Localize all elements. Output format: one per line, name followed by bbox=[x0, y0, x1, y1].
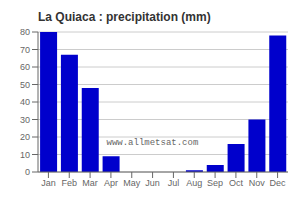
svg-text:20: 20 bbox=[20, 132, 30, 142]
svg-text:Jun: Jun bbox=[145, 178, 160, 188]
svg-text:50: 50 bbox=[20, 80, 30, 90]
svg-text:Feb: Feb bbox=[61, 178, 77, 188]
svg-text:60: 60 bbox=[20, 62, 30, 72]
svg-text:80: 80 bbox=[20, 27, 30, 37]
svg-text:10: 10 bbox=[20, 150, 30, 160]
svg-text:Dec: Dec bbox=[270, 178, 287, 188]
svg-text:Nov: Nov bbox=[249, 178, 266, 188]
svg-text:Oct: Oct bbox=[229, 178, 244, 188]
svg-text:May: May bbox=[123, 178, 141, 188]
svg-text:Jul: Jul bbox=[168, 178, 180, 188]
html-text:www.allmetsat.com: www.allmetsat.com bbox=[106, 138, 199, 148]
svg-text:Mar: Mar bbox=[82, 178, 98, 188]
svg-text:Sep: Sep bbox=[207, 178, 223, 188]
svg-text:0: 0 bbox=[25, 167, 30, 177]
svg-text:Aug: Aug bbox=[186, 178, 202, 188]
svg-text:70: 70 bbox=[20, 45, 30, 55]
html-text:La Quiaca : precipitation (mm): La Quiaca : precipitation (mm) bbox=[38, 10, 211, 24]
svg-text:30: 30 bbox=[20, 115, 30, 125]
svg-text:40: 40 bbox=[20, 97, 30, 107]
svg-text:Apr: Apr bbox=[104, 178, 118, 188]
svg-text:Jan: Jan bbox=[41, 178, 56, 188]
